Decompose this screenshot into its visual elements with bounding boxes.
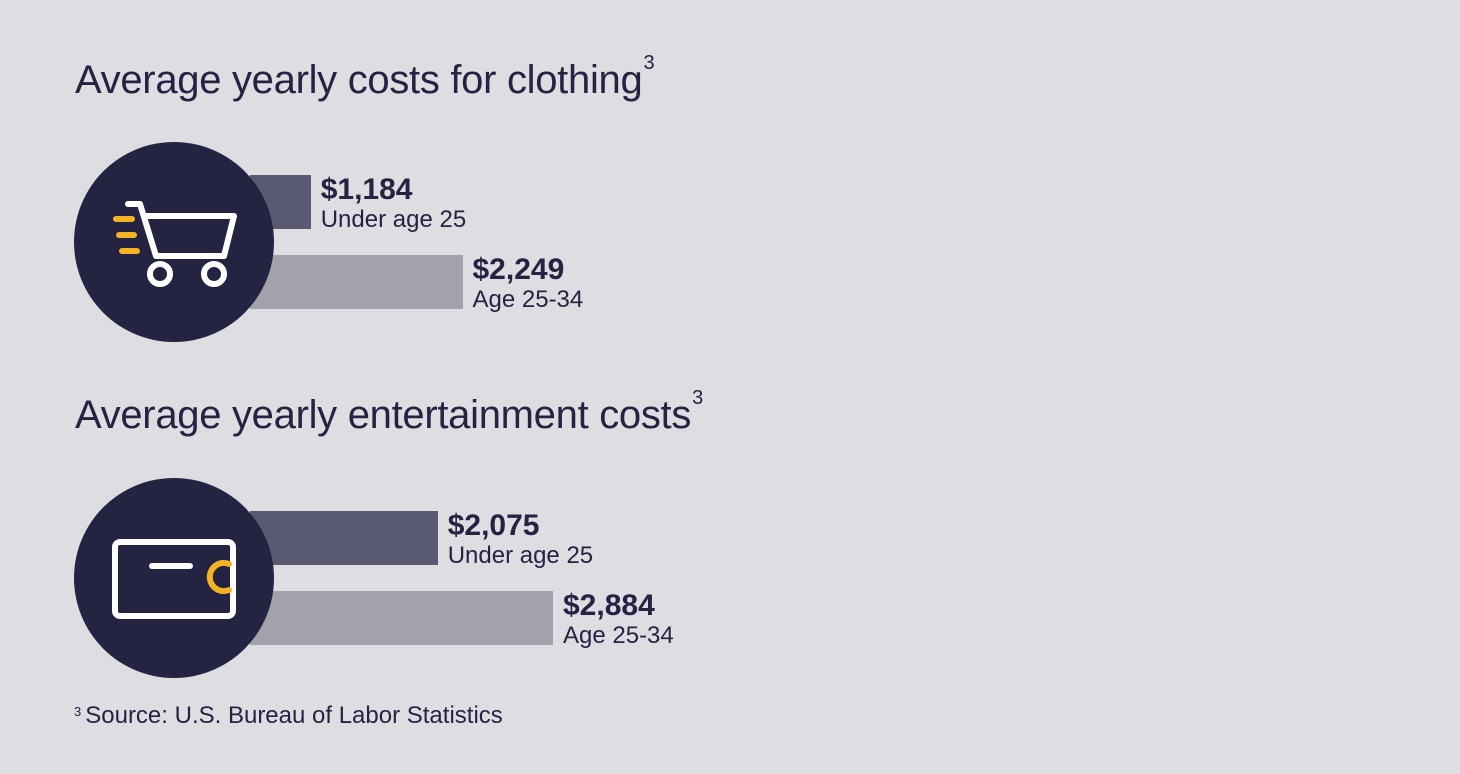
entertainment-label-under-25: $2,075 Under age 25 [448, 510, 593, 570]
entertainment-title: Average yearly entertainment costs3 [75, 387, 703, 438]
shopping-cart-icon [113, 201, 237, 287]
clothing-label-under-25: $1,184 Under age 25 [321, 174, 466, 234]
clothing-label-age-25-34: $2,249 Age 25-34 [473, 254, 584, 314]
entertainment-category-under-25: Under age 25 [447, 542, 594, 569]
entertainment-value-under-25: $2,075 [447, 509, 540, 542]
clothing-title-text: Average yearly costs for clothing [75, 58, 643, 102]
clothing-title: Average yearly costs for clothing3 [75, 52, 655, 103]
clothing-category-under-25: Under age 25 [320, 206, 467, 233]
ticket-icon [112, 539, 236, 619]
clothing-bar-age-25-34 [250, 255, 463, 309]
entertainment-title-text: Average yearly entertainment costs [75, 393, 692, 437]
entertainment-bar-age-25-34 [250, 591, 553, 645]
entertainment-label-age-25-34: $2,884 Age 25-34 [563, 590, 674, 650]
clothing-title-footnote-marker: 3 [643, 52, 655, 74]
entertainment-icon-circle [74, 478, 274, 678]
source-footnote: 3 Source: U.S. Bureau of Labor Statistics [74, 702, 503, 730]
entertainment-category-age-25-34: Age 25-34 [563, 622, 674, 649]
clothing-icon-circle [74, 142, 274, 342]
entertainment-title-footnote-marker: 3 [692, 387, 703, 409]
clothing-category-age-25-34: Age 25-34 [472, 286, 584, 313]
entertainment-value-age-25-34: $2,884 [563, 589, 655, 622]
footnote-marker: 3 [74, 704, 82, 719]
footnote-text: Source: U.S. Bureau of Labor Statistics [85, 702, 503, 729]
clothing-value-age-25-34: $2,249 [472, 253, 565, 286]
entertainment-bar-under-25 [250, 511, 438, 565]
clothing-value-under-25: $1,184 [320, 173, 413, 206]
